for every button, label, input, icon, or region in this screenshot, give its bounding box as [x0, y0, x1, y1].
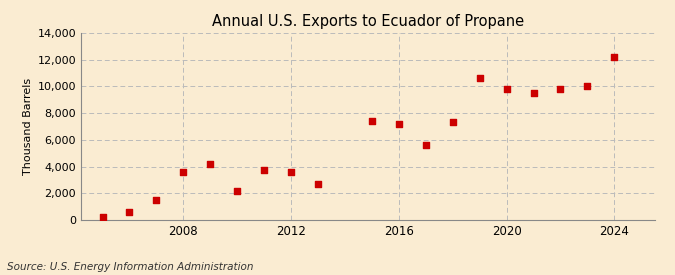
- Point: [582, 84, 593, 89]
- Point: [475, 76, 485, 81]
- Point: [151, 198, 162, 202]
- Y-axis label: Thousand Barrels: Thousand Barrels: [24, 78, 33, 175]
- Title: Annual U.S. Exports to Ecuador of Propane: Annual U.S. Exports to Ecuador of Propan…: [212, 14, 524, 29]
- Point: [205, 162, 216, 166]
- Point: [313, 182, 323, 186]
- Point: [232, 188, 242, 193]
- Point: [178, 170, 189, 174]
- Point: [259, 168, 269, 172]
- Point: [124, 210, 135, 214]
- Point: [528, 91, 539, 95]
- Point: [286, 170, 296, 174]
- Point: [609, 55, 620, 59]
- Point: [502, 87, 512, 91]
- Point: [555, 87, 566, 91]
- Point: [394, 122, 404, 126]
- Point: [421, 143, 431, 147]
- Point: [448, 120, 458, 125]
- Point: [97, 215, 108, 219]
- Text: Source: U.S. Energy Information Administration: Source: U.S. Energy Information Administ…: [7, 262, 253, 272]
- Point: [367, 119, 377, 123]
